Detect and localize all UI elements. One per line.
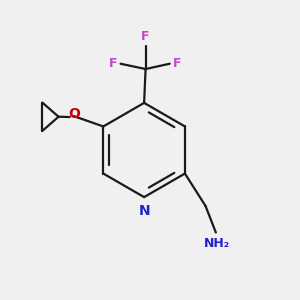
Text: N: N xyxy=(138,204,150,218)
Text: O: O xyxy=(68,107,80,121)
Text: F: F xyxy=(173,57,181,70)
Text: NH₂: NH₂ xyxy=(204,237,230,250)
Text: F: F xyxy=(141,30,150,43)
Text: F: F xyxy=(109,57,118,70)
